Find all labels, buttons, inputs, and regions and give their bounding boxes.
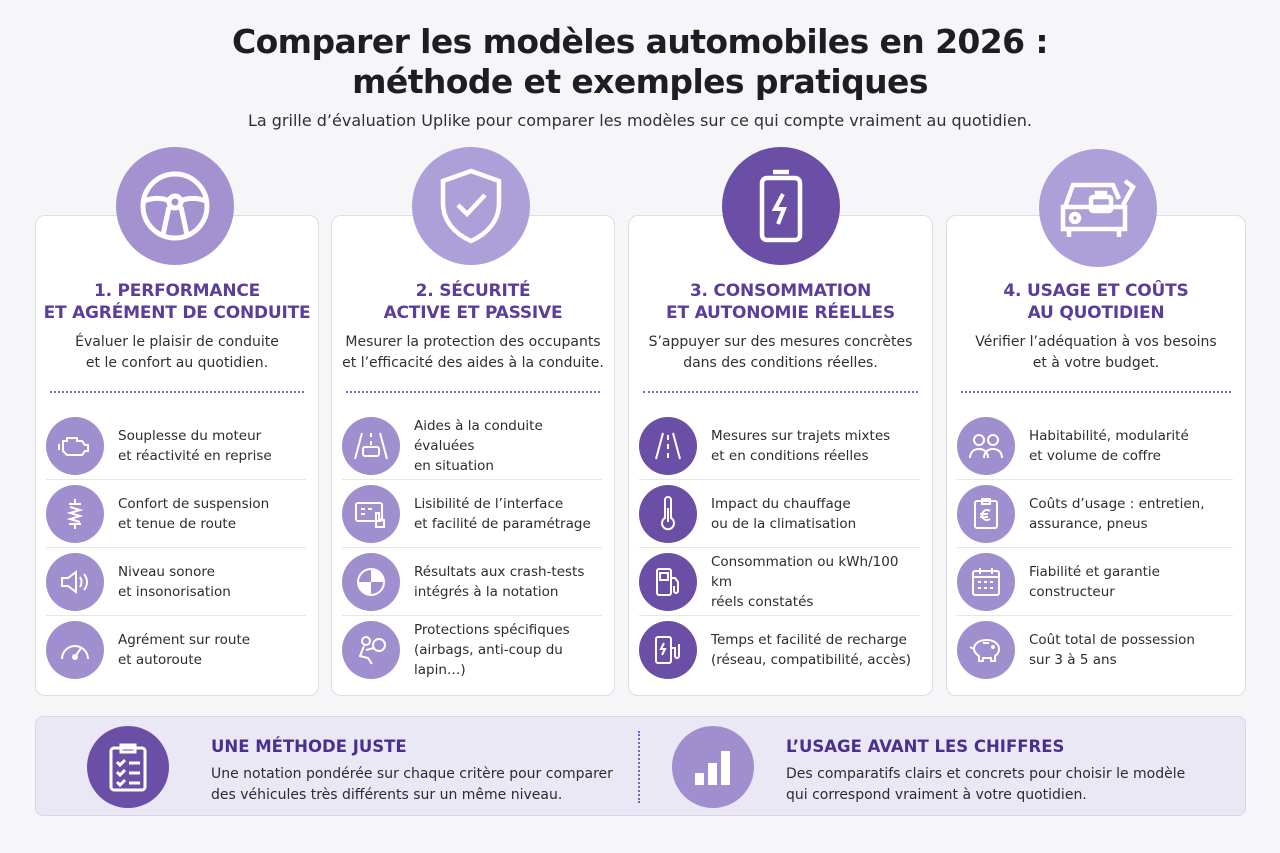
item-text: Aides à la conduite évaluées en situatio…: [414, 417, 543, 474]
speedometer-icon: [46, 621, 104, 679]
card-description: S’appuyer sur des mesures concrètes dans…: [629, 332, 932, 374]
engine-icon: [46, 416, 104, 475]
steering-wheel-icon: [116, 147, 234, 265]
card-desc-line-2: et à votre budget.: [1032, 355, 1160, 371]
bar-chart-icon: [672, 726, 754, 808]
card-desc-line-1: Mesurer la protection des occupants: [345, 334, 601, 350]
item-text: Niveau sonore et insonorisation: [118, 563, 231, 600]
dotted-divider: [643, 391, 918, 393]
card-desc-line-1: S’appuyer sur des mesures concrètes: [648, 334, 913, 350]
item-text: Coût total de possession sur 3 à 5 ans: [1029, 632, 1195, 668]
list-item: Confort de suspension et tenue de route: [46, 480, 306, 548]
item-text: Souplesse du moteur et réactivité en rep…: [118, 427, 272, 464]
item-text: Mesures sur trajets mixtes et en conditi…: [711, 427, 891, 464]
speaker-icon: [46, 552, 104, 611]
card-title: 1. PERFORMANCE ET AGRÉMENT DE CONDUITE: [36, 280, 318, 324]
card-title-line-2: ET AGRÉMENT DE CONDUITE: [43, 303, 311, 323]
card-desc-line-2: dans des conditions réelles.: [683, 355, 878, 371]
card-desc-line-2: et l’efficacité des aides à la conduite.: [342, 355, 604, 371]
list-item: Temps et facilité de recharge (réseau, c…: [639, 616, 920, 684]
list-item: Résultats aux crash-tests intégrés à la …: [342, 548, 602, 616]
item-text: Impact du chauffage ou de la climatisati…: [711, 495, 857, 532]
card-title: 2. SÉCURITÉ ACTIVE ET PASSIVE: [332, 280, 614, 324]
touchscreen-icon: [342, 484, 400, 543]
people-icon: [957, 416, 1015, 475]
card-title-line-2: ET AUTONOMIE RÉELLES: [666, 303, 895, 323]
euro-document-icon: [957, 484, 1015, 543]
fuel-pump-icon: [639, 552, 697, 611]
item-text: Agrément sur route et autoroute: [118, 632, 251, 668]
card-desc-line-1: Vérifier l’adéquation à vos besoins: [975, 334, 1217, 350]
thermometer-icon: [639, 484, 697, 543]
item-text: Fiabilité et garantie constructeur: [1029, 563, 1160, 600]
title-line-2: méthode et exemples pratiques: [352, 62, 928, 101]
list-item: Coût total de possession sur 3 à 5 ans: [957, 616, 1233, 684]
charging-station-icon: [639, 621, 697, 679]
checklist-icon: [87, 726, 169, 808]
item-text: Temps et facilité de recharge (réseau, c…: [711, 632, 912, 668]
card-consommation: 3. CONSOMMATION ET AUTONOMIE RÉELLES S’a…: [628, 215, 933, 696]
card-title-line-1: 1. PERFORMANCE: [93, 281, 261, 301]
list-item: Impact du chauffage ou de la climatisati…: [639, 480, 920, 548]
usage-text: Des comparatifs clairs et concrets pour …: [786, 766, 1186, 803]
piggy-bank-icon: [957, 621, 1015, 679]
title-line-1: Comparer les modèles automobiles en 2026…: [231, 22, 1049, 61]
calendar-check-icon: [957, 552, 1015, 611]
card-description: Évaluer le plaisir de conduite et le con…: [36, 332, 318, 374]
card-title-line-1: 2. SÉCURITÉ: [415, 281, 531, 301]
item-text: Résultats aux crash-tests intégrés à la …: [414, 563, 585, 600]
list-item: Consommation ou kWh/100 km réels constat…: [639, 548, 920, 616]
page-subtitle: La grille d’évaluation Uplike pour compa…: [247, 111, 1033, 130]
airbag-icon: [342, 621, 400, 679]
card-performance: 1. PERFORMANCE ET AGRÉMENT DE CONDUITE É…: [35, 215, 319, 696]
method-title: UNE MÉTHODE JUSTE: [211, 737, 407, 756]
car-lane-icon: [342, 416, 400, 475]
card-title: 4. USAGE ET COÛTS AU QUOTIDIEN: [947, 280, 1245, 324]
dotted-divider: [50, 391, 304, 393]
card-desc-line-1: Évaluer le plaisir de conduite: [75, 334, 279, 350]
list-item: Fiabilité et garantie constructeur: [957, 548, 1233, 616]
list-item: Habitabilité, modularité et volume de co…: [957, 412, 1233, 480]
list-item: Coûts d’usage : entretien, assurance, pn…: [957, 480, 1233, 548]
vertical-divider: [638, 731, 640, 803]
page-title: Comparer les modèles automobiles en 2026…: [0, 22, 1280, 102]
dotted-divider: [961, 391, 1231, 393]
item-text: Lisibilité de l’interface et facilité de…: [414, 495, 591, 532]
card-securite: 2. SÉCURITÉ ACTIVE ET PASSIVE Mesurer la…: [331, 215, 615, 696]
list-item: Agrément sur route et autoroute: [46, 616, 306, 684]
list-item: Souplesse du moteur et réactivité en rep…: [46, 412, 306, 480]
card-description: Vérifier l’adéquation à vos besoins et à…: [947, 332, 1245, 374]
item-text: Habitabilité, modularité et volume de co…: [1029, 427, 1189, 464]
list-item: Aides à la conduite évaluées en situatio…: [342, 412, 602, 480]
item-text: Confort de suspension et tenue de route: [118, 495, 270, 532]
battery-icon: [722, 147, 840, 265]
list-item: Protections spécifiques (airbags, anti-c…: [342, 616, 602, 684]
road-icon: [639, 416, 697, 475]
usage-title: L’USAGE AVANT LES CHIFFRES: [786, 737, 1065, 756]
dotted-divider: [346, 391, 600, 393]
list-item: Niveau sonore et insonorisation: [46, 548, 306, 616]
item-text: Consommation ou kWh/100 km réels constat…: [711, 553, 899, 610]
card-title-line-2: ACTIVE ET PASSIVE: [383, 303, 563, 323]
item-text: Coûts d’usage : entretien, assurance, pn…: [1029, 495, 1205, 532]
card-description: Mesurer la protection des occupants et l…: [332, 332, 614, 374]
card-usage-couts: 4. USAGE ET COÛTS AU QUOTIDIEN Vérifier …: [946, 215, 1246, 696]
card-title-line-1: 4. USAGE ET COÛTS: [1003, 281, 1189, 301]
bottom-banner: UNE MÉTHODE JUSTE Une notation pondérée …: [35, 716, 1246, 816]
item-text: Protections spécifiques (airbags, anti-c…: [414, 622, 570, 678]
shield-check-icon: [412, 147, 530, 265]
card-title: 3. CONSOMMATION ET AUTONOMIE RÉELLES: [629, 280, 932, 324]
card-title-line-1: 3. CONSOMMATION: [689, 281, 872, 301]
list-item: Mesures sur trajets mixtes et en conditi…: [639, 412, 920, 480]
card-desc-line-2: et le confort au quotidien.: [85, 355, 269, 371]
suspension-icon: [46, 484, 104, 543]
method-text: Une notation pondérée sur chaque critère…: [211, 766, 613, 803]
card-title-line-2: AU QUOTIDIEN: [1027, 303, 1165, 323]
car-luggage-icon: [1039, 149, 1157, 267]
list-item: Lisibilité de l’interface et facilité de…: [342, 480, 602, 548]
crash-test-icon: [342, 552, 400, 611]
